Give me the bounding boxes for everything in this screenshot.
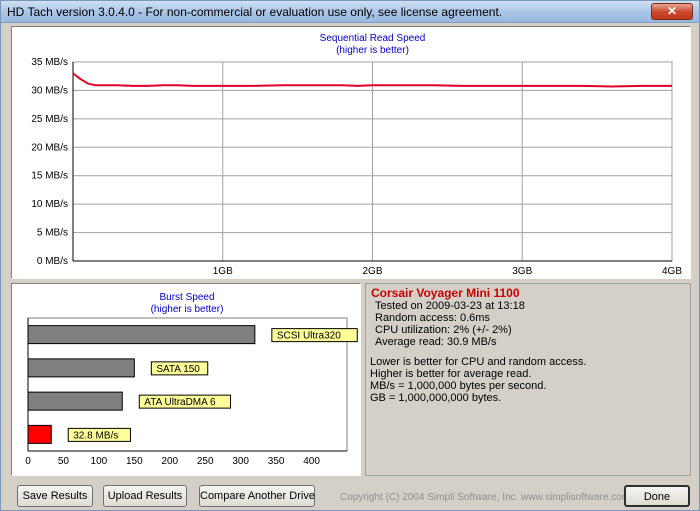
seq-x-tick-label: 3GB [512, 266, 532, 277]
info-tested-on: Tested on 2009-03-23 at 13:18 [375, 300, 525, 312]
info-cpu-utilization: CPU utilization: 2% (+/- 2%) [375, 324, 512, 336]
seq-y-tick-label: 15 MB/s [31, 171, 68, 182]
burst-bar [27, 325, 256, 345]
compare-drive-button[interactable]: Compare Another Drive [199, 485, 315, 507]
seq-y-tick-label: 0 MB/s [37, 256, 68, 267]
note-lower-better: Lower is better for CPU and random acces… [370, 356, 587, 368]
copyright-text: Copyright (C) 2004 Simpli Software, Inc.… [340, 492, 631, 503]
upload-results-button[interactable]: Upload Results [103, 485, 187, 507]
save-results-button[interactable]: Save Results [17, 485, 93, 507]
burst-bar-label-box [271, 328, 358, 343]
seq-y-tick-label: 5 MB/s [37, 228, 68, 239]
burst-x-tick-label: 400 [303, 456, 320, 467]
title-bar[interactable]: HD Tach version 3.0.4.0 - For non-commer… [1, 1, 699, 23]
seq-y-tick-label: 30 MB/s [31, 85, 68, 96]
seq-y-tick-label: 20 MB/s [31, 142, 68, 153]
read-speed-line [72, 72, 672, 88]
burst-x-tick-label: 50 [58, 456, 70, 467]
note-gb-definition: GB = 1,000,000,000 bytes. [370, 392, 502, 404]
seq-y-tick-label: 25 MB/s [31, 114, 68, 125]
burst-bar-label-box [67, 427, 131, 442]
burst-chart-title: Burst Speed [159, 292, 214, 303]
burst-bar-label: ATA UltraDMA 6 [144, 397, 216, 408]
burst-bar-label: 32.8 MB/s [73, 430, 118, 441]
drive-name: Corsair Voyager Mini 1100 [371, 286, 520, 300]
seq-chart-subtitle: (higher is better) [336, 45, 409, 56]
note-mbs-definition: MB/s = 1,000,000 bytes per second. [370, 380, 547, 392]
burst-x-tick-label: 300 [232, 456, 249, 467]
burst-bar [27, 391, 123, 411]
burst-bar-label: SATA 150 [156, 364, 200, 375]
seq-x-tick-label: 4GB [662, 266, 682, 277]
drive-info-panel: Corsair Voyager Mini 1100 Tested on 2009… [365, 283, 691, 476]
burst-x-tick-label: 200 [161, 456, 178, 467]
seq-x-tick-label: 1GB [213, 266, 233, 277]
sequential-read-chart: Sequential Read Speed(higher is better) 0… [31, 33, 682, 277]
note-higher-better: Higher is better for average read. [370, 368, 532, 380]
burst-bar [27, 424, 52, 444]
window-title: HD Tach version 3.0.4.0 - For non-commer… [7, 5, 503, 19]
burst-speed-chart: Burst Speed(higher is better) 0 50 100 150 20… [25, 292, 358, 467]
burst-chart-subtitle: (higher is better) [151, 304, 224, 315]
info-random-access: Random access: 0.6ms [375, 312, 490, 324]
burst-x-tick-label: 350 [268, 456, 285, 467]
seq-y-tick-label: 10 MB/s [31, 199, 68, 210]
close-button[interactable]: ✕ [651, 3, 693, 20]
burst-bar-label-box [150, 361, 209, 376]
seq-x-tick-label: 2GB [362, 266, 382, 277]
burst-speed-panel: Burst Speed (higher is better) 0 50 100 150 20… [11, 283, 361, 476]
sequential-read-panel: Sequential Read Speed (higher is better) 0… [11, 26, 691, 279]
done-button[interactable]: Done [624, 485, 690, 507]
burst-bar [27, 358, 135, 378]
burst-bar-label-box [138, 394, 231, 409]
burst-x-tick-label: 0 [25, 456, 31, 467]
burst-x-tick-label: 150 [126, 456, 143, 467]
burst-bar-label: SCSI Ultra320 [277, 331, 341, 342]
seq-y-tick-label: 35 MB/s [31, 57, 68, 68]
burst-x-tick-label: 100 [91, 456, 108, 467]
seq-chart-title: Sequential Read Speed [320, 33, 426, 44]
burst-x-tick-label: 250 [197, 456, 214, 467]
info-average-read: Average read: 30.9 MB/s [375, 336, 497, 348]
